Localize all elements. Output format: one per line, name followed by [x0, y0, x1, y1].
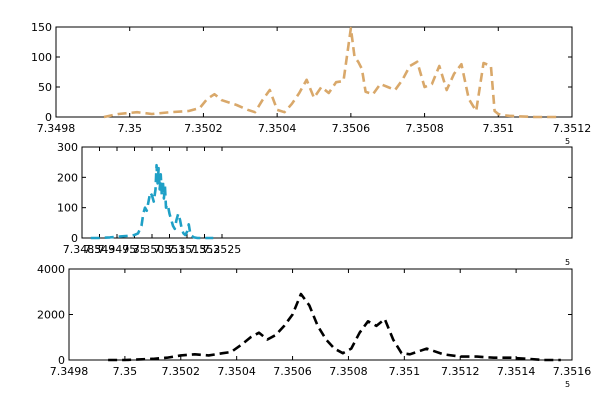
plot-area — [55, 26, 573, 118]
x-exponent-label: 5 — [565, 380, 570, 389]
y-tick-label: 200 — [57, 171, 78, 184]
x-tick-label: 7.3504 — [258, 122, 297, 135]
x-tick-label: 7.3502 — [184, 122, 223, 135]
x-tick-label: 7.3504 — [217, 365, 256, 378]
x-tick-label: 7.3495 — [98, 243, 137, 256]
x-tick-label: 7.3498 — [37, 122, 76, 135]
y-tick-label: 100 — [57, 202, 78, 215]
series-line-1 — [103, 26, 561, 119]
plot-area — [68, 268, 573, 361]
x-tick-label: 7.3508 — [329, 365, 368, 378]
x-tick-label: 7.35 — [117, 122, 142, 135]
y-tick-label: 0 — [71, 232, 78, 245]
x-exponent-label: 5 — [565, 137, 570, 146]
x-tick-label: 7.3512 — [441, 365, 480, 378]
series-line-1 — [90, 163, 214, 240]
y-tick-label: 4000 — [37, 263, 65, 276]
x-tick-label: 7.349 — [84, 243, 116, 256]
x-tick-label: 7.3512 — [553, 122, 592, 135]
x-tick-label: 7.3525 — [203, 243, 242, 256]
x-tick-label: 7.3502 — [162, 365, 201, 378]
x-tick-label: 7.35 — [113, 365, 138, 378]
x-tick-label: 7.3485 — [63, 243, 102, 256]
x-tick-label: 7.3516 — [553, 365, 592, 378]
x-tick-label: 7.352 — [189, 243, 221, 256]
x-tick-label: 7.3515 — [168, 243, 207, 256]
x-tick-label: 7.3506 — [273, 365, 312, 378]
subplot-1: 7.3498 7.35 7.3502 7.3504 7.3506 7.3508 7.351 7… — [31, 21, 591, 146]
x-tick-label: 7.3505 — [133, 243, 172, 256]
x-tick-label: 7.351 — [154, 243, 186, 256]
x-tick-label: 7.3508 — [405, 122, 444, 135]
x-tick-label: 7.351 — [483, 122, 515, 135]
y-tick-label: 100 — [31, 51, 52, 64]
x-tick-label: 7.35 — [122, 243, 147, 256]
subplot-2: 7.34857.3497.34957.357.35057.3517.35157.… — [57, 141, 573, 267]
y-tick-label: 50 — [38, 81, 52, 94]
y-tick-label: 0 — [45, 111, 52, 124]
y-tick-label: 2000 — [37, 309, 65, 322]
series-line-1 — [108, 292, 561, 362]
x-tick-label: 7.351 — [389, 365, 421, 378]
y-tick-label: 0 — [58, 354, 65, 367]
x-tick-label: 7.3506 — [332, 122, 371, 135]
x-tick-label: 7.3498 — [50, 365, 89, 378]
subplot-3: 7.3498 7.35 7.3502 7.3504 7.3506 7.3508 7.351 7… — [37, 263, 591, 389]
x-exponent-label: 5 — [565, 258, 570, 267]
y-tick-label: 150 — [31, 21, 52, 34]
y-tick-label: 300 — [57, 141, 78, 154]
x-tick-label: 7.3514 — [497, 365, 536, 378]
